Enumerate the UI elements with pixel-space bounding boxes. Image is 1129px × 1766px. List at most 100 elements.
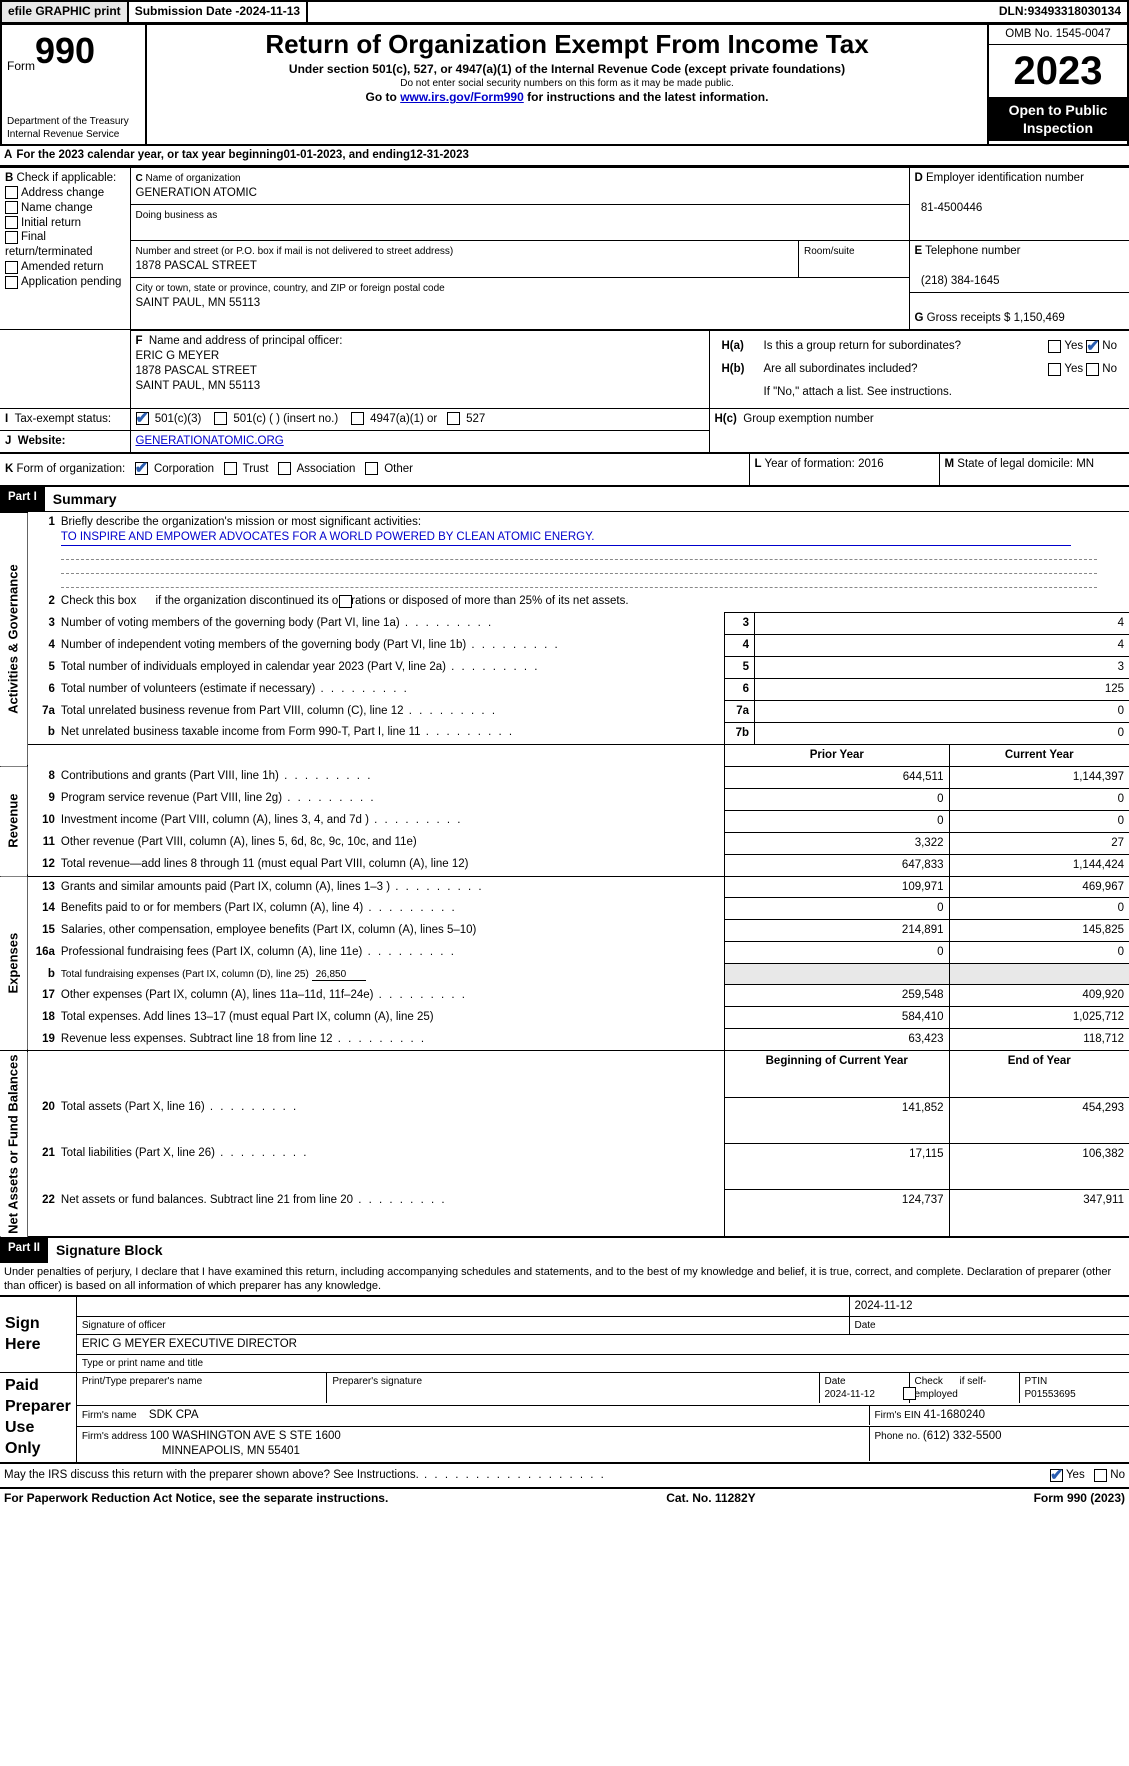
val-22-begin: 124,737 <box>725 1190 949 1238</box>
checkbox-501c3[interactable] <box>136 412 149 425</box>
box-4: 4 <box>725 635 755 657</box>
part-1-header: Part I Summary <box>0 487 1129 512</box>
val-17-prior: 259,548 <box>725 985 949 1007</box>
prior-year-header: Prior Year <box>725 744 949 766</box>
val-4: 4 <box>755 635 1129 657</box>
shaded-16b-curr <box>949 964 1129 985</box>
checkbox-ha-no[interactable] <box>1086 340 1099 353</box>
dba-cell: Doing business as <box>130 204 909 241</box>
sidelabel-revenue: Revenue <box>0 766 27 876</box>
val-19-prior: 63,423 <box>725 1029 949 1051</box>
website-value: GENERATIONATOMIC.ORG <box>130 430 709 452</box>
checkbox-discuss-no[interactable] <box>1094 1469 1107 1482</box>
val-9-prior: 0 <box>725 788 949 810</box>
val-11-prior: 3,322 <box>725 832 949 854</box>
tax-year: 2023 <box>989 45 1127 97</box>
checkbox-initial-return[interactable] <box>5 216 18 229</box>
line-a-tax-year: A For the 2023 calendar year, or tax yea… <box>0 146 1129 167</box>
val-15-prior: 214,891 <box>725 920 949 942</box>
checkbox-self-employed[interactable] <box>903 1387 916 1400</box>
dept-treasury: Department of the Treasury <box>7 115 140 128</box>
typed-name-label: Type or print name and title <box>77 1355 1129 1372</box>
val-11-curr: 27 <box>949 832 1129 854</box>
checkbox-final-return[interactable] <box>5 231 18 244</box>
checkbox-trust[interactable] <box>224 462 237 475</box>
checkbox-501c[interactable] <box>214 412 227 425</box>
checkbox-assoc[interactable] <box>278 462 291 475</box>
checkbox-discuss-yes[interactable] <box>1050 1469 1063 1482</box>
website-label: J Website: <box>0 430 130 452</box>
current-year-header: Current Year <box>949 744 1129 766</box>
checkbox-hb-no[interactable] <box>1086 363 1099 376</box>
irs-link[interactable]: www.irs.gov/Form990 <box>400 90 524 104</box>
line-1-mission: 1Briefly describe the organization's mis… <box>27 512 1129 591</box>
form-id-cell: Form990 Department of the Treasury Inter… <box>1 25 146 145</box>
sig-date-value: 2024-11-12 <box>849 1297 1129 1316</box>
checkbox-other[interactable] <box>365 462 378 475</box>
val-3: 4 <box>755 613 1129 635</box>
checkbox-ha-yes[interactable] <box>1048 340 1061 353</box>
val-12-prior: 647,833 <box>725 854 949 876</box>
val-22-end: 347,911 <box>949 1190 1129 1238</box>
submission-date: Submission Date - 2024-11-13 <box>129 2 308 22</box>
group-exemption-cell: H(c) Group exemption number <box>709 408 1129 452</box>
box-7a: 7a <box>725 701 755 723</box>
tax-exempt-status: I Tax-exempt status: <box>0 408 130 430</box>
val-10-prior: 0 <box>725 810 949 832</box>
checkbox-application-pending[interactable] <box>5 276 18 289</box>
val-20-begin: 141,852 <box>725 1097 949 1143</box>
shaded-16b-prior <box>725 964 949 985</box>
part-2-header: Part II Signature Block <box>0 1238 1129 1262</box>
val-21-begin: 17,115 <box>725 1143 949 1189</box>
val-19-curr: 118,712 <box>949 1029 1129 1051</box>
val-9-curr: 0 <box>949 788 1129 810</box>
box-3: 3 <box>725 613 755 635</box>
val-15-curr: 145,825 <box>949 920 1129 942</box>
end-year-header: End of Year <box>949 1051 1129 1097</box>
val-13-curr: 469,967 <box>949 876 1129 898</box>
preparer-date: Date2024-11-12 <box>819 1373 909 1403</box>
box-7b: 7b <box>725 722 755 744</box>
checkbox-4947[interactable] <box>351 412 364 425</box>
checkbox-corp[interactable] <box>135 462 148 475</box>
dept-irs: Internal Revenue Service <box>7 128 140 141</box>
sidelabel-activities: Activities & Governance <box>0 512 27 766</box>
checkbox-amended-return[interactable] <box>5 261 18 274</box>
val-10-curr: 0 <box>949 810 1129 832</box>
val-12-curr: 1,144,424 <box>949 854 1129 876</box>
preparer-self-emp: Check if self-employed <box>909 1373 1019 1403</box>
val-20-end: 454,293 <box>949 1097 1129 1143</box>
val-21-end: 106,382 <box>949 1143 1129 1189</box>
year-formation: L Year of formation: 2016 <box>749 453 939 485</box>
ein-cell: D Employer identification number 81-4500… <box>909 167 1129 241</box>
perjury-declaration: Under penalties of perjury, I declare th… <box>0 1263 1129 1297</box>
val-18-curr: 1,025,712 <box>949 1007 1129 1029</box>
firm-name: Firm's name SDK CPA <box>77 1406 869 1425</box>
box-b-checkboxes: B Check if applicable: Address change Na… <box>0 167 130 329</box>
form-title: Return of Organization Exempt From Incom… <box>152 28 982 62</box>
sidelabel-net-assets: Net Assets or Fund Balances <box>0 1051 27 1238</box>
principal-officer-cell: F Name and address of principal officer:… <box>130 331 709 409</box>
sidelabel-expenses: Expenses <box>0 876 27 1051</box>
checkbox-527[interactable] <box>447 412 460 425</box>
checkbox-address-change[interactable] <box>5 186 18 199</box>
address-cell: Number and street (or P.O. box if mail i… <box>130 241 909 330</box>
val-16a-curr: 0 <box>949 942 1129 964</box>
form-of-org: K Form of organization: Corporation Trus… <box>0 453 749 485</box>
box-5: 5 <box>725 657 755 679</box>
preparer-ptin: PTINP01553695 <box>1019 1373 1129 1403</box>
omb-number: OMB No. 1545-0047 <box>989 25 1127 45</box>
gross-receipts-cell: G Gross receipts $ 1,150,469 <box>910 293 1129 329</box>
val-8-curr: 1,144,397 <box>949 766 1129 788</box>
val-18-prior: 584,410 <box>725 1007 949 1029</box>
checkbox-name-change[interactable] <box>5 201 18 214</box>
val-13-prior: 109,971 <box>725 876 949 898</box>
checkbox-discontinued[interactable] <box>339 595 352 608</box>
val-5: 3 <box>755 657 1129 679</box>
val-8-prior: 644,511 <box>725 766 949 788</box>
val-14-prior: 0 <box>725 898 949 920</box>
checkbox-hb-yes[interactable] <box>1048 363 1061 376</box>
val-7a: 0 <box>755 701 1129 723</box>
efile-print-button[interactable]: efile GRAPHIC print <box>2 2 129 22</box>
form-subtitle-1: Under section 501(c), 527, or 4947(a)(1)… <box>152 62 982 78</box>
